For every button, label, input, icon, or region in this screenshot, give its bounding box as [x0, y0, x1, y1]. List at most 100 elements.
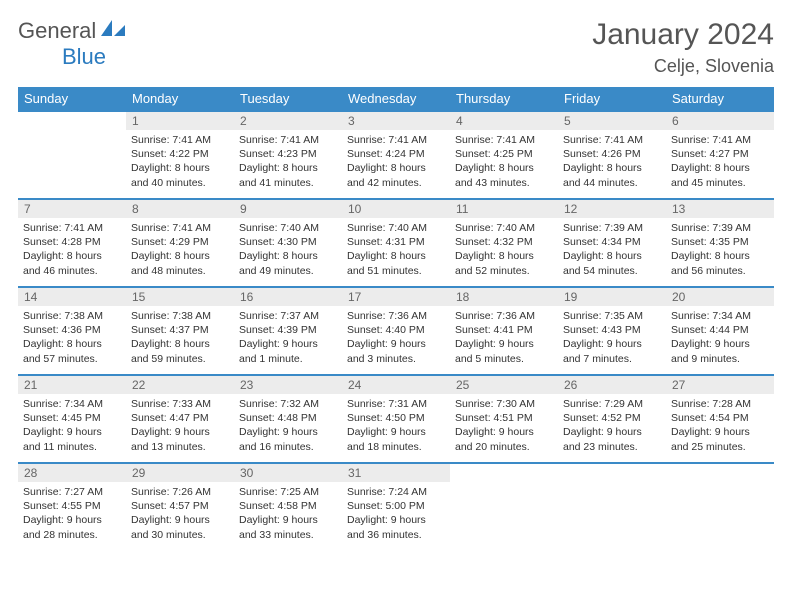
- calendar-cell: 20Sunrise: 7:34 AMSunset: 4:44 PMDayligh…: [666, 287, 774, 375]
- daylight-line-2: and 36 minutes.: [347, 528, 445, 542]
- calendar-cell: 9Sunrise: 7:40 AMSunset: 4:30 PMDaylight…: [234, 199, 342, 287]
- dayheader-sat: Saturday: [666, 87, 774, 111]
- day-number: 30: [234, 464, 342, 482]
- dayheader-thu: Thursday: [450, 87, 558, 111]
- sunrise-line: Sunrise: 7:38 AM: [131, 309, 229, 323]
- day-number: 28: [18, 464, 126, 482]
- daylight-line-1: Daylight: 9 hours: [239, 337, 337, 351]
- calendar-cell: 7Sunrise: 7:41 AMSunset: 4:28 PMDaylight…: [18, 199, 126, 287]
- daylight-line-2: and 23 minutes.: [563, 440, 661, 454]
- day-number: 31: [342, 464, 450, 482]
- day-details: Sunrise: 7:31 AMSunset: 4:50 PMDaylight:…: [342, 394, 450, 458]
- calendar-cell: [450, 463, 558, 551]
- daylight-line-2: and 40 minutes.: [131, 176, 229, 190]
- sunrise-line: Sunrise: 7:40 AM: [239, 221, 337, 235]
- daylight-line-1: Daylight: 9 hours: [347, 513, 445, 527]
- daylight-line-1: Daylight: 9 hours: [23, 425, 121, 439]
- sunrise-line: Sunrise: 7:27 AM: [23, 485, 121, 499]
- sunrise-line: Sunrise: 7:39 AM: [563, 221, 661, 235]
- sunset-line: Sunset: 4:30 PM: [239, 235, 337, 249]
- day-details: Sunrise: 7:35 AMSunset: 4:43 PMDaylight:…: [558, 306, 666, 370]
- day-details: Sunrise: 7:40 AMSunset: 4:31 PMDaylight:…: [342, 218, 450, 282]
- day-details: [450, 482, 558, 489]
- sunrise-line: Sunrise: 7:35 AM: [563, 309, 661, 323]
- calendar-cell: 30Sunrise: 7:25 AMSunset: 4:58 PMDayligh…: [234, 463, 342, 551]
- day-number: 27: [666, 376, 774, 394]
- calendar-cell: [558, 463, 666, 551]
- calendar-cell: 31Sunrise: 7:24 AMSunset: 5:00 PMDayligh…: [342, 463, 450, 551]
- daylight-line-2: and 51 minutes.: [347, 264, 445, 278]
- daylight-line-2: and 30 minutes.: [131, 528, 229, 542]
- day-number: 14: [18, 288, 126, 306]
- day-number: 6: [666, 112, 774, 130]
- day-details: Sunrise: 7:39 AMSunset: 4:34 PMDaylight:…: [558, 218, 666, 282]
- day-details: [558, 482, 666, 489]
- day-details: Sunrise: 7:32 AMSunset: 4:48 PMDaylight:…: [234, 394, 342, 458]
- sunset-line: Sunset: 4:41 PM: [455, 323, 553, 337]
- daylight-line-2: and 3 minutes.: [347, 352, 445, 366]
- day-number: 24: [342, 376, 450, 394]
- sunset-line: Sunset: 4:26 PM: [563, 147, 661, 161]
- calendar-week-row: 21Sunrise: 7:34 AMSunset: 4:45 PMDayligh…: [18, 375, 774, 463]
- dayheader-sun: Sunday: [18, 87, 126, 111]
- calendar-cell: 8Sunrise: 7:41 AMSunset: 4:29 PMDaylight…: [126, 199, 234, 287]
- sunrise-line: Sunrise: 7:41 AM: [239, 133, 337, 147]
- daylight-line-2: and 46 minutes.: [23, 264, 121, 278]
- sunrise-line: Sunrise: 7:41 AM: [671, 133, 769, 147]
- day-number: 12: [558, 200, 666, 218]
- sunset-line: Sunset: 4:23 PM: [239, 147, 337, 161]
- day-details: Sunrise: 7:41 AMSunset: 4:26 PMDaylight:…: [558, 130, 666, 194]
- sunset-line: Sunset: 4:43 PM: [563, 323, 661, 337]
- sunset-line: Sunset: 4:54 PM: [671, 411, 769, 425]
- daylight-line-1: Daylight: 8 hours: [131, 249, 229, 263]
- day-number: 11: [450, 200, 558, 218]
- sunset-line: Sunset: 4:29 PM: [131, 235, 229, 249]
- daylight-line-2: and 49 minutes.: [239, 264, 337, 278]
- sunrise-line: Sunrise: 7:34 AM: [23, 397, 121, 411]
- day-details: Sunrise: 7:41 AMSunset: 4:28 PMDaylight:…: [18, 218, 126, 282]
- logo-word1: General: [18, 18, 96, 43]
- calendar-cell: 25Sunrise: 7:30 AMSunset: 4:51 PMDayligh…: [450, 375, 558, 463]
- sunset-line: Sunset: 4:40 PM: [347, 323, 445, 337]
- daylight-line-1: Daylight: 9 hours: [23, 513, 121, 527]
- calendar-cell: 5Sunrise: 7:41 AMSunset: 4:26 PMDaylight…: [558, 111, 666, 199]
- daylight-line-1: Daylight: 8 hours: [671, 161, 769, 175]
- daylight-line-1: Daylight: 9 hours: [347, 425, 445, 439]
- day-number: [666, 464, 774, 482]
- day-details: Sunrise: 7:25 AMSunset: 4:58 PMDaylight:…: [234, 482, 342, 546]
- calendar-body: 1Sunrise: 7:41 AMSunset: 4:22 PMDaylight…: [18, 111, 774, 551]
- sunrise-line: Sunrise: 7:26 AM: [131, 485, 229, 499]
- day-number: 10: [342, 200, 450, 218]
- sunrise-line: Sunrise: 7:38 AM: [23, 309, 121, 323]
- daylight-line-1: Daylight: 8 hours: [131, 161, 229, 175]
- day-details: Sunrise: 7:36 AMSunset: 4:41 PMDaylight:…: [450, 306, 558, 370]
- sunset-line: Sunset: 4:22 PM: [131, 147, 229, 161]
- sunset-line: Sunset: 4:57 PM: [131, 499, 229, 513]
- sunset-line: Sunset: 4:28 PM: [23, 235, 121, 249]
- sunrise-line: Sunrise: 7:41 AM: [131, 133, 229, 147]
- daylight-line-2: and 16 minutes.: [239, 440, 337, 454]
- calendar-cell: 15Sunrise: 7:38 AMSunset: 4:37 PMDayligh…: [126, 287, 234, 375]
- daylight-line-2: and 57 minutes.: [23, 352, 121, 366]
- daylight-line-2: and 28 minutes.: [23, 528, 121, 542]
- calendar-cell: 22Sunrise: 7:33 AMSunset: 4:47 PMDayligh…: [126, 375, 234, 463]
- day-number: 15: [126, 288, 234, 306]
- daylight-line-2: and 18 minutes.: [347, 440, 445, 454]
- day-details: Sunrise: 7:41 AMSunset: 4:29 PMDaylight:…: [126, 218, 234, 282]
- dayheader-fri: Friday: [558, 87, 666, 111]
- calendar-cell: 14Sunrise: 7:38 AMSunset: 4:36 PMDayligh…: [18, 287, 126, 375]
- month-title: January 2024: [592, 18, 774, 52]
- daylight-line-1: Daylight: 8 hours: [23, 337, 121, 351]
- sunset-line: Sunset: 4:27 PM: [671, 147, 769, 161]
- sunrise-line: Sunrise: 7:30 AM: [455, 397, 553, 411]
- day-number: [450, 464, 558, 482]
- day-number: 1: [126, 112, 234, 130]
- header: General Blue January 2024 Celje, Sloveni…: [18, 18, 774, 77]
- day-details: Sunrise: 7:41 AMSunset: 4:24 PMDaylight:…: [342, 130, 450, 194]
- dayheader-wed: Wednesday: [342, 87, 450, 111]
- daylight-line-1: Daylight: 9 hours: [563, 337, 661, 351]
- day-number: 9: [234, 200, 342, 218]
- day-details: Sunrise: 7:26 AMSunset: 4:57 PMDaylight:…: [126, 482, 234, 546]
- day-number: 16: [234, 288, 342, 306]
- day-number: [18, 112, 126, 130]
